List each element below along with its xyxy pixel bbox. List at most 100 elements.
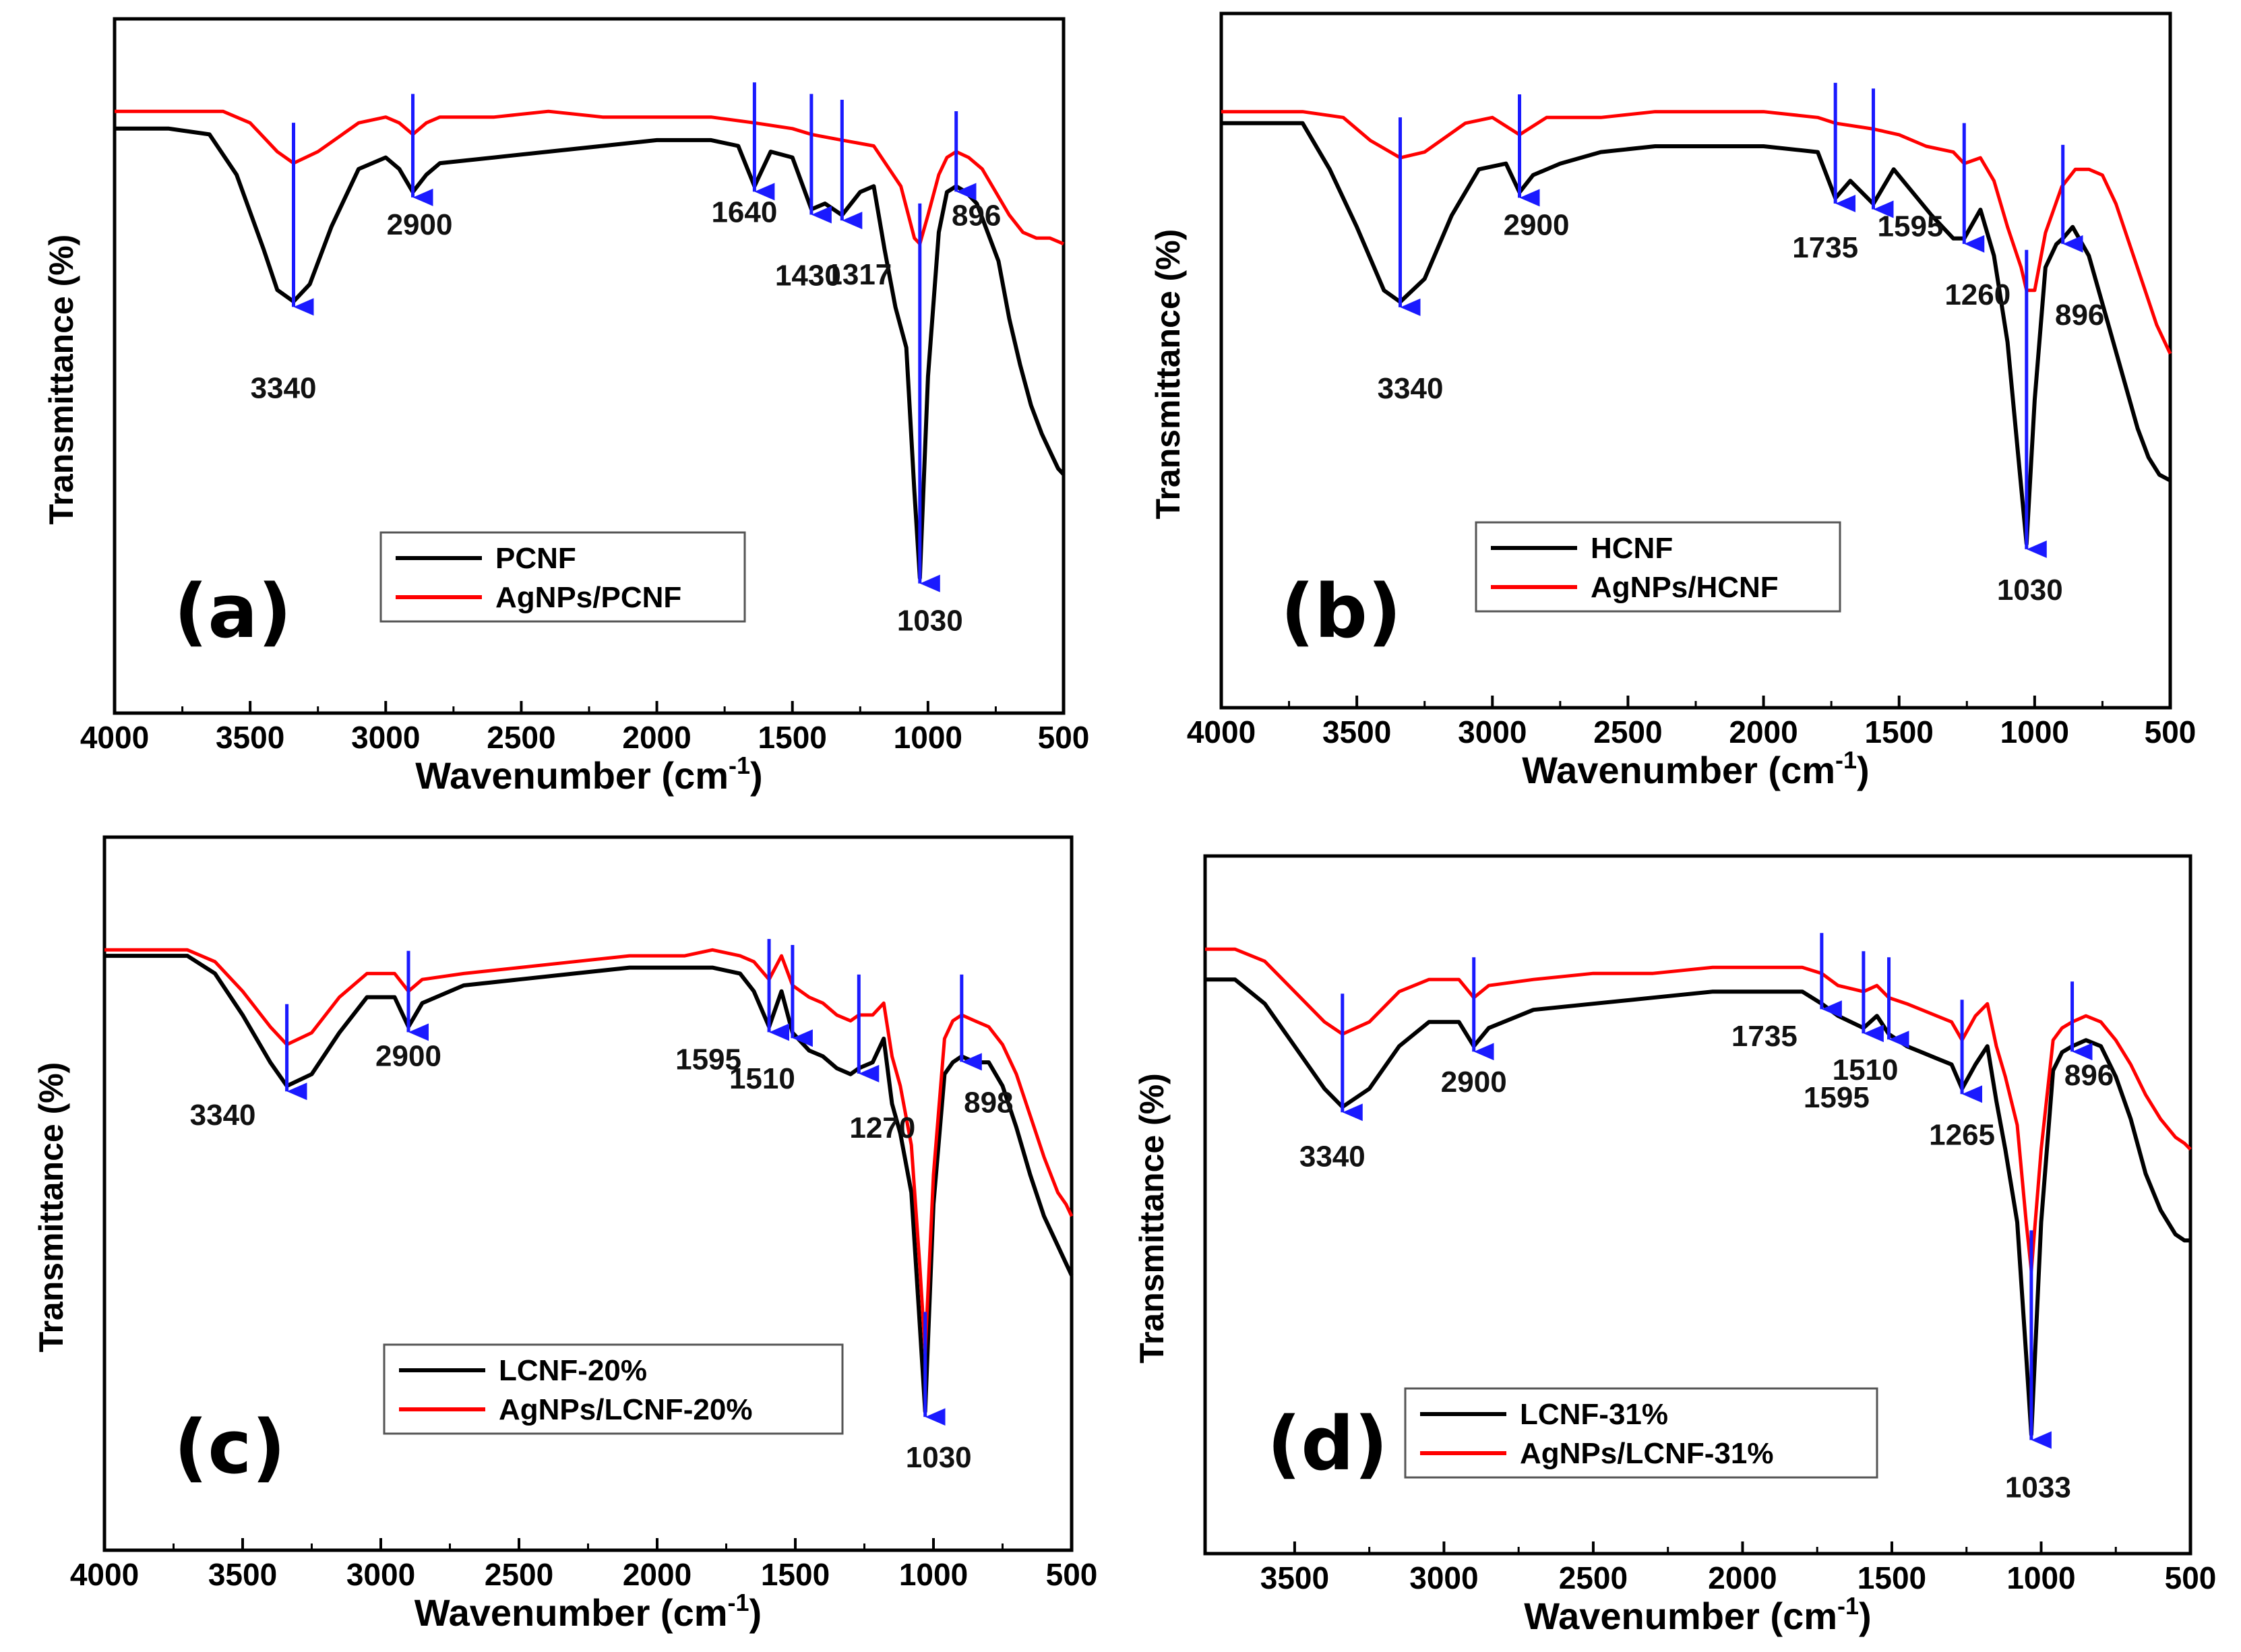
panel-label: (a) (174, 568, 292, 654)
series-line-agnps (104, 948, 1074, 1354)
x-tick-label: 2500 (1559, 1560, 1628, 1595)
peak-label: 1030 (1997, 574, 2063, 607)
x-tick-label: 4000 (1187, 714, 1256, 749)
x-tick-label: 500 (1046, 1557, 1098, 1592)
x-tick-label: 500 (2165, 1560, 2217, 1595)
peak-label: 2900 (387, 208, 453, 241)
peak-label: 1510 (729, 1062, 795, 1095)
x-tick-label: 2000 (1708, 1560, 1777, 1595)
x-tick-label: 3000 (1458, 714, 1527, 749)
series-line-agnps (1221, 110, 2172, 355)
x-tick-label: 1500 (758, 720, 827, 755)
peak-label: 1735 (1792, 231, 1858, 264)
series-line-agnps (1205, 947, 2192, 1273)
x-axis-title: Wavenumber (cm-1) (1524, 1592, 1871, 1637)
legend-label: AgNPs/HCNF (1591, 571, 1779, 604)
x-tick-label: 1500 (761, 1557, 830, 1592)
peak-label: 3340 (1378, 372, 1444, 405)
y-axis-title: Transmittance (%) (42, 235, 80, 525)
legend-label: AgNPs/LCNF-31% (1520, 1437, 1774, 1470)
peak-label: 2900 (375, 1039, 441, 1072)
peak-label: 3340 (1299, 1140, 1365, 1173)
peak-label: 896 (2064, 1059, 2114, 1092)
chart-panel-d: 3500 3000 2500 2000 1500 1000 500 Wavenumber (c… (1133, 854, 2217, 1637)
series-line-sample (1205, 977, 2190, 1437)
x-axis-title: Wavenumber (cm-1) (415, 752, 762, 797)
x-tick-label: 1000 (894, 720, 962, 755)
legend-label: LCNF-31% (1520, 1398, 1668, 1431)
x-axis-title: Wavenumber (cm-1) (1522, 746, 1869, 791)
panel-label: (c) (174, 1404, 286, 1490)
legend-box (1475, 521, 1841, 613)
x-axis-title: Wavenumber (cm-1) (415, 1589, 762, 1634)
y-axis-title: Transmittance (%) (1149, 229, 1187, 520)
peak-label: 2900 (1504, 208, 1570, 241)
x-tick-label: 1000 (2006, 1560, 2075, 1595)
x-tick-label: 1000 (2000, 714, 2069, 749)
x-tick-label: 3500 (1322, 714, 1391, 749)
peak-label: 1735 (1731, 1020, 1798, 1053)
legend-box (1404, 1387, 1878, 1479)
chart-panel-c: 4000 3500 3000 2500 2000 1500 1000 500 Wavenumbe… (32, 835, 1098, 1634)
panel-label: (b) (1281, 568, 1401, 654)
legend-box (383, 1343, 844, 1435)
chart-panel-a: 4000 3500 3000 2500 2000 1500 1000 500 Wavenumbe… (42, 17, 1090, 797)
x-tick-label: 500 (2145, 714, 2197, 749)
peak-label: 2900 (1441, 1066, 1507, 1099)
peak-label: 1595 (675, 1043, 741, 1076)
x-tick-label: 2500 (1593, 714, 1662, 749)
x-tick-label: 3500 (208, 1557, 277, 1592)
legend-label: HCNF (1591, 532, 1673, 565)
y-axis-title: Transmittance (%) (32, 1062, 70, 1353)
legend-label: AgNPs/LCNF-20% (499, 1393, 753, 1426)
peak-label: 898 (964, 1086, 1013, 1119)
series-line-sample (1221, 121, 2172, 546)
y-axis-title: Transmittance (%) (1133, 1073, 1171, 1364)
x-tick-label: 1500 (1858, 1560, 1926, 1595)
peak-label: 1260 (1944, 278, 2010, 311)
peak-label: 1510 (1833, 1053, 1899, 1087)
x-tick-label: 3500 (216, 720, 284, 755)
legend: LCNF-31% AgNPs/LCNF-31% (1404, 1387, 1878, 1479)
peak-label: 1595 (1878, 210, 1944, 243)
peak-label: 1030 (897, 605, 963, 638)
peak-label: 1270 (849, 1111, 915, 1144)
peak-label: 1430 (775, 259, 841, 293)
legend-label: AgNPs/PCNF (495, 581, 681, 614)
x-tick-label: 2500 (487, 720, 555, 755)
x-tick-label: 1000 (899, 1557, 968, 1592)
x-tick-label: 4000 (70, 1557, 139, 1592)
legend: PCNF AgNPs/PCNF (379, 531, 746, 623)
x-tick-label: 4000 (80, 720, 149, 755)
peak-label: 1030 (906, 1441, 972, 1474)
x-tick-label: 1500 (1865, 714, 1934, 749)
legend-label: LCNF-20% (499, 1354, 647, 1387)
peak-label: 1595 (1804, 1081, 1870, 1114)
peak-label: 896 (952, 199, 1001, 232)
legend: LCNF-20% AgNPs/LCNF-20% (383, 1343, 844, 1435)
x-tick-label: 3500 (1260, 1560, 1329, 1595)
legend-label: PCNF (495, 542, 576, 575)
peak-label: 896 (2055, 299, 2104, 332)
peak-label: 3340 (190, 1099, 256, 1132)
peak-label: 1640 (711, 195, 777, 228)
x-tick-label: 2000 (623, 1557, 692, 1592)
legend-box (379, 531, 746, 623)
x-tick-label: 500 (1038, 720, 1090, 755)
x-tick-label: 2000 (1729, 714, 1798, 749)
x-tick-label: 3000 (1409, 1560, 1478, 1595)
legend: HCNF AgNPs/HCNF (1475, 521, 1841, 613)
peak-label: 1033 (2005, 1471, 2071, 1504)
panel-label: (d) (1267, 1401, 1388, 1487)
chart-panel-b: 4000 3500 3000 2500 2000 1500 1000 500 Wavenumbe… (1149, 11, 2197, 791)
x-tick-label: 3000 (351, 720, 420, 755)
plot-frame (1203, 854, 2192, 1556)
x-tick-label: 3000 (346, 1557, 415, 1592)
peak-label: 1265 (1929, 1118, 1995, 1151)
peak-label: 1317 (826, 258, 892, 291)
x-tick-label: 2000 (622, 720, 691, 755)
peak-label: 3340 (251, 371, 317, 404)
x-tick-label: 2500 (485, 1557, 553, 1592)
series-line-agnps (115, 109, 1064, 246)
